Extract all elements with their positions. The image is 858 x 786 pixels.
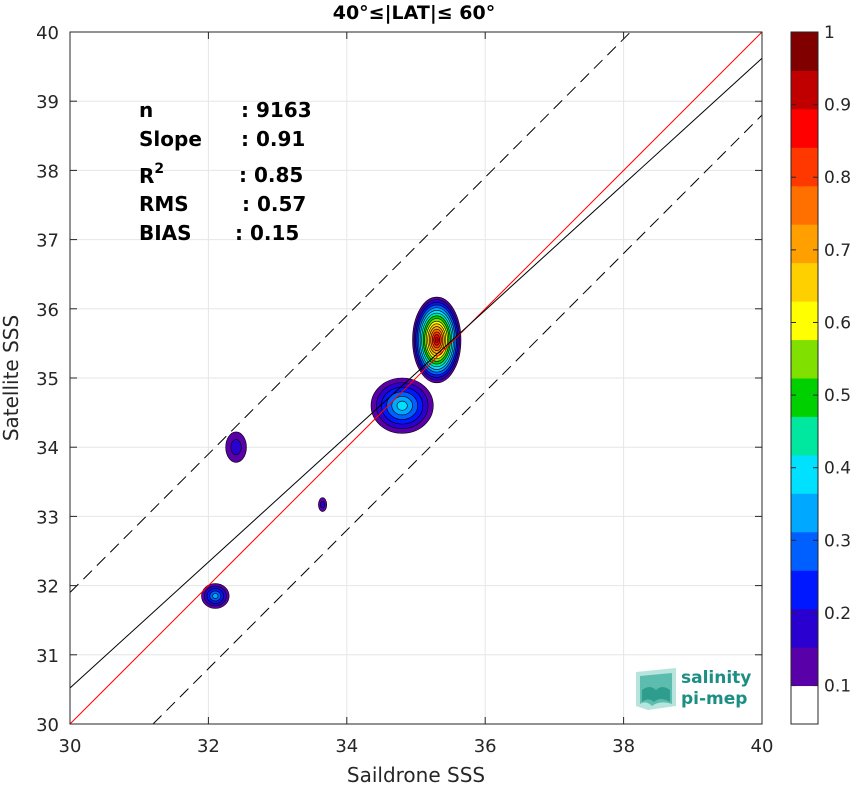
contour-2-level-5 xyxy=(212,593,219,599)
stat-r2-sup: 2 xyxy=(154,161,164,177)
colorbar-swatch-16 xyxy=(791,70,818,110)
y-tick-label-0: 30 xyxy=(36,715,59,736)
stat-r2-base: R xyxy=(139,164,154,188)
waves-icon xyxy=(636,668,676,710)
density-contours xyxy=(201,296,462,609)
stat-rms-value: : 0.57 xyxy=(242,192,306,216)
colorbar-swatch-8 xyxy=(791,378,818,417)
colorbar-swatch-12 xyxy=(791,224,818,264)
colorbar-swatch-2 xyxy=(791,608,818,648)
stat-n-value: : 9163 xyxy=(241,98,312,122)
y-axis-label: Satellite SSS xyxy=(0,315,23,441)
stat-r2-label: R2 xyxy=(139,161,164,188)
x-tick-label-0: 30 xyxy=(59,736,82,757)
colorbar-swatch-6 xyxy=(791,454,818,494)
y-tick-label-5: 35 xyxy=(36,369,59,390)
cb-tick-label-2: 0.3 xyxy=(824,531,851,551)
stat-bias-value: : 0.15 xyxy=(235,221,299,245)
colorbar-swatch-9 xyxy=(791,339,818,379)
cb-tick-label-7: 0.8 xyxy=(824,168,851,188)
cb-tick-label-6: 0.7 xyxy=(824,241,851,261)
cb-tick-label-0: 0.1 xyxy=(824,677,851,697)
chart-title: 40°≤|LAT|≤ 60° xyxy=(333,2,496,24)
y-tick-label-7: 37 xyxy=(36,231,59,252)
y-tick-label-9: 39 xyxy=(36,92,59,113)
salinity-pi-mep-logo: salinity pi-mep xyxy=(636,668,751,710)
x-axis-ticks: 30 32 34 36 38 40 xyxy=(59,32,774,757)
colorbar-swatch-15 xyxy=(791,108,818,148)
stat-bias-label: BIAS xyxy=(139,221,192,245)
x-tick-label-2: 34 xyxy=(335,736,358,757)
x-tick-label-3: 36 xyxy=(474,736,497,757)
logo-line1: salinity xyxy=(681,668,751,688)
cb-tick-label-4: 0.5 xyxy=(824,386,851,406)
gridlines xyxy=(69,31,763,725)
colorbar-swatch-5 xyxy=(791,493,818,533)
stats-box: n : 9163 Slope : 0.91 R2 : 0.85 RMS : 0.… xyxy=(139,98,312,245)
cb-tick-label-3: 0.4 xyxy=(824,459,851,479)
colorbar-swatch-14 xyxy=(791,147,818,187)
logo-line2: pi-mep xyxy=(681,689,747,709)
stat-n-label: n xyxy=(139,98,153,122)
colorbar-frame xyxy=(790,31,819,725)
y-tick-label-8: 38 xyxy=(36,161,59,182)
line-3 xyxy=(152,114,763,725)
stat-rms-label: RMS xyxy=(139,192,189,216)
cb-tick-label-1: 0.2 xyxy=(824,604,851,624)
contour-4-level-2 xyxy=(320,500,325,509)
reference-lines xyxy=(69,31,763,725)
colorbar xyxy=(791,32,818,725)
x-tick-label-4: 38 xyxy=(612,736,635,757)
colorbar-swatch-7 xyxy=(791,416,818,456)
cb-tick-label-9: 1 xyxy=(824,23,835,43)
y-tick-label-4: 34 xyxy=(36,438,59,459)
y-axis-ticks: 30 31 32 33 34 35 36 37 38 39 40 xyxy=(36,23,762,736)
y-tick-label-6: 36 xyxy=(36,300,59,321)
colorbar-swatch-11 xyxy=(791,262,818,302)
contour-0-level-16 xyxy=(434,336,439,343)
cb-tick-label-5: 0.6 xyxy=(824,313,851,333)
line-0 xyxy=(69,31,763,725)
x-tick-label-5: 40 xyxy=(751,736,774,757)
contour-3-level-2 xyxy=(230,439,242,456)
y-tick-label-1: 31 xyxy=(36,646,59,667)
y-tick-label-10: 40 xyxy=(36,23,59,44)
line-1 xyxy=(69,57,763,689)
colorbar-swatch-10 xyxy=(791,301,818,341)
colorbar-swatch-4 xyxy=(791,531,818,571)
colorbar-swatch-1 xyxy=(791,647,818,687)
colorbar-swatch-13 xyxy=(791,185,818,225)
colorbar-swatch-3 xyxy=(791,570,818,610)
stat-slope-value: : 0.91 xyxy=(241,127,305,151)
x-axis-label: Saildrone SSS xyxy=(347,763,485,786)
colorbar-ticks: 0.1 0.2 0.3 0.4 0.5 0.6 0.7 0.8 0.9 1 xyxy=(791,23,851,697)
y-tick-label-2: 32 xyxy=(36,577,59,598)
stat-r2-value: : 0.85 xyxy=(239,163,303,187)
colorbar-swatch-0 xyxy=(791,685,818,725)
cb-tick-label-8: 0.9 xyxy=(824,96,851,116)
contour-1-level-6 xyxy=(396,400,408,411)
stat-slope-label: Slope xyxy=(139,127,202,151)
x-tick-label-1: 32 xyxy=(197,736,220,757)
colorbar-swatch-17 xyxy=(791,32,818,71)
y-tick-label-3: 33 xyxy=(36,507,59,528)
